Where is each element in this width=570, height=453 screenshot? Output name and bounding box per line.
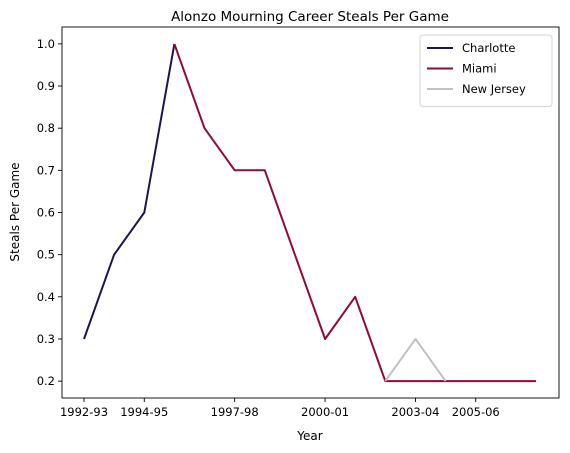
series-line-new-jersey bbox=[384, 338, 447, 382]
x-tick-label: 1994-95 bbox=[120, 405, 168, 419]
y-axis: 0.2 0.3 0.4 0.5 0.6 0.7 0.8 0.9 1.0 bbox=[37, 37, 62, 388]
series-layer bbox=[83, 43, 536, 383]
legend: Charlotte Miami New Jersey bbox=[419, 34, 553, 107]
series-line-miami bbox=[173, 43, 536, 383]
x-tick-label: 2000-01 bbox=[301, 405, 349, 419]
x-axis: 1992-93 1994-95 1997-98 2000-01 2003-04 2005-… bbox=[60, 398, 500, 419]
y-tick-label: 0.6 bbox=[37, 206, 55, 220]
series-line-charlotte bbox=[83, 43, 176, 340]
y-tick-label: 0.8 bbox=[37, 121, 55, 135]
y-tick-label: 0.4 bbox=[37, 290, 55, 304]
y-tick-label: 1.0 bbox=[37, 37, 55, 51]
y-tick-label: 0.7 bbox=[37, 163, 55, 177]
x-tick-label: 2005-06 bbox=[452, 405, 500, 419]
y-tick-label: 0.9 bbox=[37, 79, 55, 93]
plot-frame bbox=[61, 26, 560, 399]
legend-label: New Jersey bbox=[462, 82, 526, 96]
chart-title: Alonzo Mourning Career Steals Per Game bbox=[171, 9, 449, 25]
legend-label: Charlotte bbox=[462, 41, 515, 55]
x-tick-label: 1997-98 bbox=[211, 405, 259, 419]
x-tick-label: 1992-93 bbox=[60, 405, 108, 419]
x-axis-label: Year bbox=[296, 429, 322, 443]
legend-label: Miami bbox=[462, 62, 497, 76]
x-tick-label: 2003-04 bbox=[391, 405, 439, 419]
y-tick-label: 0.2 bbox=[37, 374, 55, 388]
y-tick-label: 0.3 bbox=[37, 332, 55, 346]
y-axis-label: Steals Per Game bbox=[8, 162, 22, 261]
y-tick-label: 0.5 bbox=[37, 248, 55, 262]
